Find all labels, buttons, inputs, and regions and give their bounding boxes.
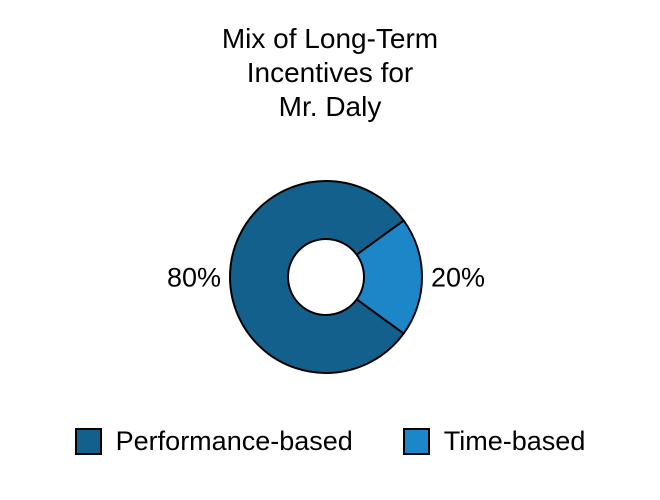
- chart-title: Mix of Long-Term Incentives for Mr. Daly: [221, 23, 439, 122]
- legend-swatch-performance-based: [74, 427, 102, 455]
- slice-label-time-based: 20%: [431, 262, 485, 292]
- legend-item-time-based: Time-based: [402, 426, 586, 456]
- legend-item-performance-based: Performance-based: [74, 426, 353, 456]
- pie-slice-time-based: [355, 219, 423, 335]
- legend: Performance-based Time-based: [0, 426, 660, 456]
- legend-label-performance-based: Performance-based: [115, 426, 353, 456]
- pie-slice-performance-based: [229, 180, 405, 374]
- slice-label-performance-based: 80%: [167, 262, 221, 292]
- legend-label-time-based: Time-based: [443, 426, 586, 456]
- legend-swatch-time-based: [402, 427, 430, 455]
